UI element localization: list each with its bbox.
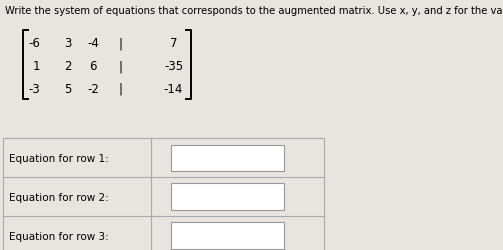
Text: 5: 5 <box>64 82 71 95</box>
Text: |: | <box>119 82 123 95</box>
Text: 2: 2 <box>64 60 71 73</box>
Text: -4: -4 <box>87 37 99 50</box>
Text: 3: 3 <box>64 37 71 50</box>
Bar <box>171 184 284 210</box>
Text: |: | <box>119 60 123 73</box>
Bar <box>171 145 284 171</box>
Bar <box>171 222 284 249</box>
Text: -6: -6 <box>28 37 40 50</box>
Text: 6: 6 <box>90 60 97 73</box>
Text: 7: 7 <box>170 37 177 50</box>
Text: Equation for row 1:: Equation for row 1: <box>9 153 108 163</box>
Text: -14: -14 <box>164 82 183 95</box>
Text: Write the system of equations that corresponds to the augmented matrix. Use x, y: Write the system of equations that corre… <box>5 6 503 16</box>
Text: Equation for row 3:: Equation for row 3: <box>9 231 108 240</box>
Text: -2: -2 <box>87 82 99 95</box>
Bar <box>3 139 324 250</box>
Text: Equation for row 2:: Equation for row 2: <box>9 192 108 202</box>
Text: -35: -35 <box>164 60 183 73</box>
Text: -3: -3 <box>29 82 40 95</box>
Text: 1: 1 <box>33 60 40 73</box>
Text: |: | <box>119 37 123 50</box>
